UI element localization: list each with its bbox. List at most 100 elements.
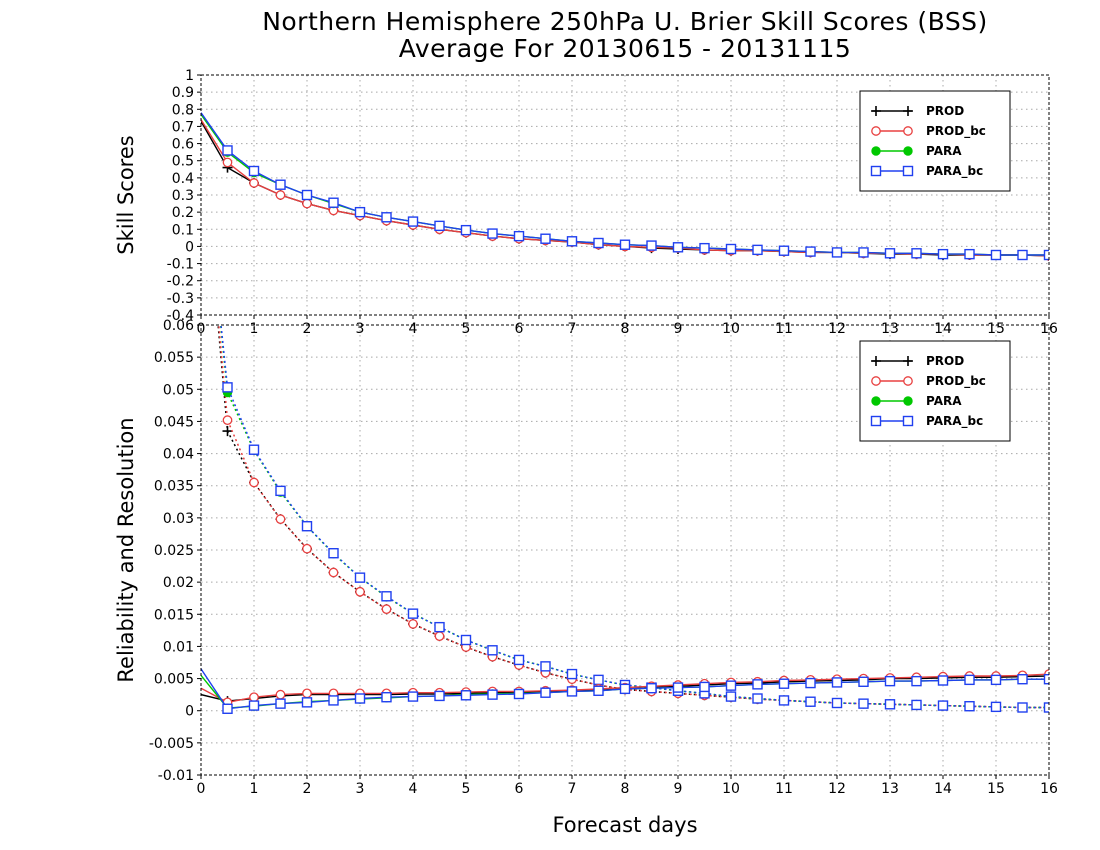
plot-area xyxy=(201,112,1049,261)
legend-marker xyxy=(871,106,881,116)
x-tick-label: 12 xyxy=(828,321,846,337)
x-tick-label: 0 xyxy=(197,781,206,797)
series-para-bc-resolution-point xyxy=(858,698,869,709)
legend-marker xyxy=(903,356,913,366)
series-para-bc-reliability-point xyxy=(460,690,472,701)
legend-marker xyxy=(903,396,913,406)
series-prod-bc-point xyxy=(249,178,259,188)
x-tick-label: 13 xyxy=(881,781,899,797)
y-tick-label: 1 xyxy=(185,68,194,84)
series-para-bc-resolution-point xyxy=(937,700,949,711)
x-tick-label: 9 xyxy=(674,781,683,797)
series-para-bc-point xyxy=(1017,249,1028,261)
x-tick-label: 15 xyxy=(987,321,1005,337)
y-axis-label: Skill Scores xyxy=(114,135,138,254)
x-tick-label: 3 xyxy=(356,781,365,797)
series-para-bc-reliability-point xyxy=(487,689,498,700)
series-para-bc-reliability-point xyxy=(672,682,684,693)
y-tick-label: 0.8 xyxy=(172,102,194,118)
series-prod-bc-point xyxy=(302,198,312,209)
series-para-bc-reliability-point xyxy=(222,703,233,714)
x-tick-label: 9 xyxy=(674,321,683,337)
series-para-bc-resolution-point xyxy=(354,572,366,583)
legend-marker xyxy=(903,376,913,386)
series-prod-bc-resolution-point xyxy=(434,631,445,641)
legend-box xyxy=(859,340,1011,442)
x-tick-label: 16 xyxy=(1040,781,1058,797)
chart-title: Northern Hemisphere 250hPa U. Brier Skil… xyxy=(262,7,988,36)
series-para-bc-point xyxy=(646,240,657,251)
series-para-bc-resolution-point xyxy=(1043,702,1049,713)
y-tick-label: -0.3 xyxy=(167,291,194,307)
series-para-bc-resolution-point xyxy=(434,621,445,633)
y-tick-label: 0.02 xyxy=(163,575,194,591)
y-tick-label: 0.01 xyxy=(163,639,194,655)
legend-label: PROD xyxy=(926,354,964,368)
y-tick-label: 0.06 xyxy=(163,318,194,334)
series-para-bc-point xyxy=(407,216,419,227)
x-tick-label: 2 xyxy=(303,321,312,337)
x-tick-label: 1 xyxy=(250,781,259,797)
series-para-bc-point xyxy=(1043,249,1049,261)
x-tick-label: 7 xyxy=(568,321,577,337)
series-para-bc-resolution-point xyxy=(460,634,472,646)
legend-marker xyxy=(871,376,881,386)
series-para-bc-reliability-point xyxy=(1043,674,1049,685)
y-tick-label: 0.025 xyxy=(154,543,194,559)
series-para-bc-resolution-point xyxy=(884,699,896,710)
legend-marker xyxy=(903,106,913,116)
y-tick-label: 0.04 xyxy=(163,447,194,463)
series-para-bc-point xyxy=(990,249,1002,261)
series-para-bc-resolution-point xyxy=(593,674,604,686)
y-tick-label: 0.015 xyxy=(154,607,194,623)
plot-area xyxy=(201,325,1049,714)
series-para-bc-point xyxy=(248,165,260,177)
series-para-bc-resolution-point xyxy=(566,668,578,680)
y-tick-label: 0.6 xyxy=(172,137,194,153)
series-para-bc-resolution-point xyxy=(275,485,286,497)
series-para-bc-reliability-point xyxy=(434,690,445,702)
reliability-resolution-panel: -0.01 -0.005 0 0.005 0.01 0.015 0.02 0.025 0.03 0… xyxy=(114,318,1058,797)
legend-item-prod-bc: PROD_bc xyxy=(871,374,986,389)
series-prod-bc-resolution-point xyxy=(275,514,286,524)
chart-subtitle: Average For 20130615 - 20131115 xyxy=(399,34,852,63)
x-tick-label: 14 xyxy=(934,781,952,797)
x-tick-label: 4 xyxy=(409,321,418,337)
series-para-bc-point xyxy=(831,247,843,258)
series-para-bc-point xyxy=(275,179,286,190)
series-prod-bc-resolution-point xyxy=(408,619,418,629)
series-para-bc-reliability-point xyxy=(752,679,763,690)
series-para-bc-resolution-point xyxy=(805,696,816,707)
series-para-bc-reliability-point xyxy=(699,681,710,693)
legend-box xyxy=(859,90,1011,192)
y-tick-label: -0.005 xyxy=(149,736,194,752)
y-axis-label: Reliability and Resolution xyxy=(114,417,138,682)
series-para-bc-reliability-point xyxy=(1017,674,1028,685)
y-tick-label: -0.01 xyxy=(158,768,194,784)
series-para-bc-resolution-point xyxy=(301,521,313,532)
legend-marker xyxy=(871,396,881,406)
series-para-bc-point xyxy=(593,237,604,249)
legend-marker xyxy=(871,126,881,136)
y-tick-label: 0.055 xyxy=(154,350,194,366)
legend-item-prod-bc: PROD_bc xyxy=(871,124,986,139)
series-prod-bc-resolution-point xyxy=(355,586,365,597)
series-para-bc-resolution-point xyxy=(513,654,525,666)
x-axis-label: Forecast days xyxy=(552,813,697,837)
series-para-bc-reliability-point xyxy=(884,675,896,687)
series-para-bc-reliability-point xyxy=(328,695,339,706)
series-para-bc-point xyxy=(328,197,339,208)
series-para-bc-reliability-point xyxy=(301,697,313,708)
y-tick-label: 0.4 xyxy=(172,171,194,187)
y-tick-label: 0.005 xyxy=(154,672,194,688)
legend: PROD PROD_bc PARA PARA_bc xyxy=(859,90,1011,192)
x-tick-label: 12 xyxy=(828,781,846,797)
legend-marker xyxy=(871,146,881,156)
series-para-bc-reliability-point xyxy=(911,675,922,687)
x-tick-label: 15 xyxy=(987,781,1005,797)
series-para-bc-reliability-point xyxy=(646,683,657,694)
series-para-bc-point xyxy=(725,243,737,255)
series-para-bc-reliability-point xyxy=(831,677,843,688)
series-para-bc-point xyxy=(487,228,498,239)
